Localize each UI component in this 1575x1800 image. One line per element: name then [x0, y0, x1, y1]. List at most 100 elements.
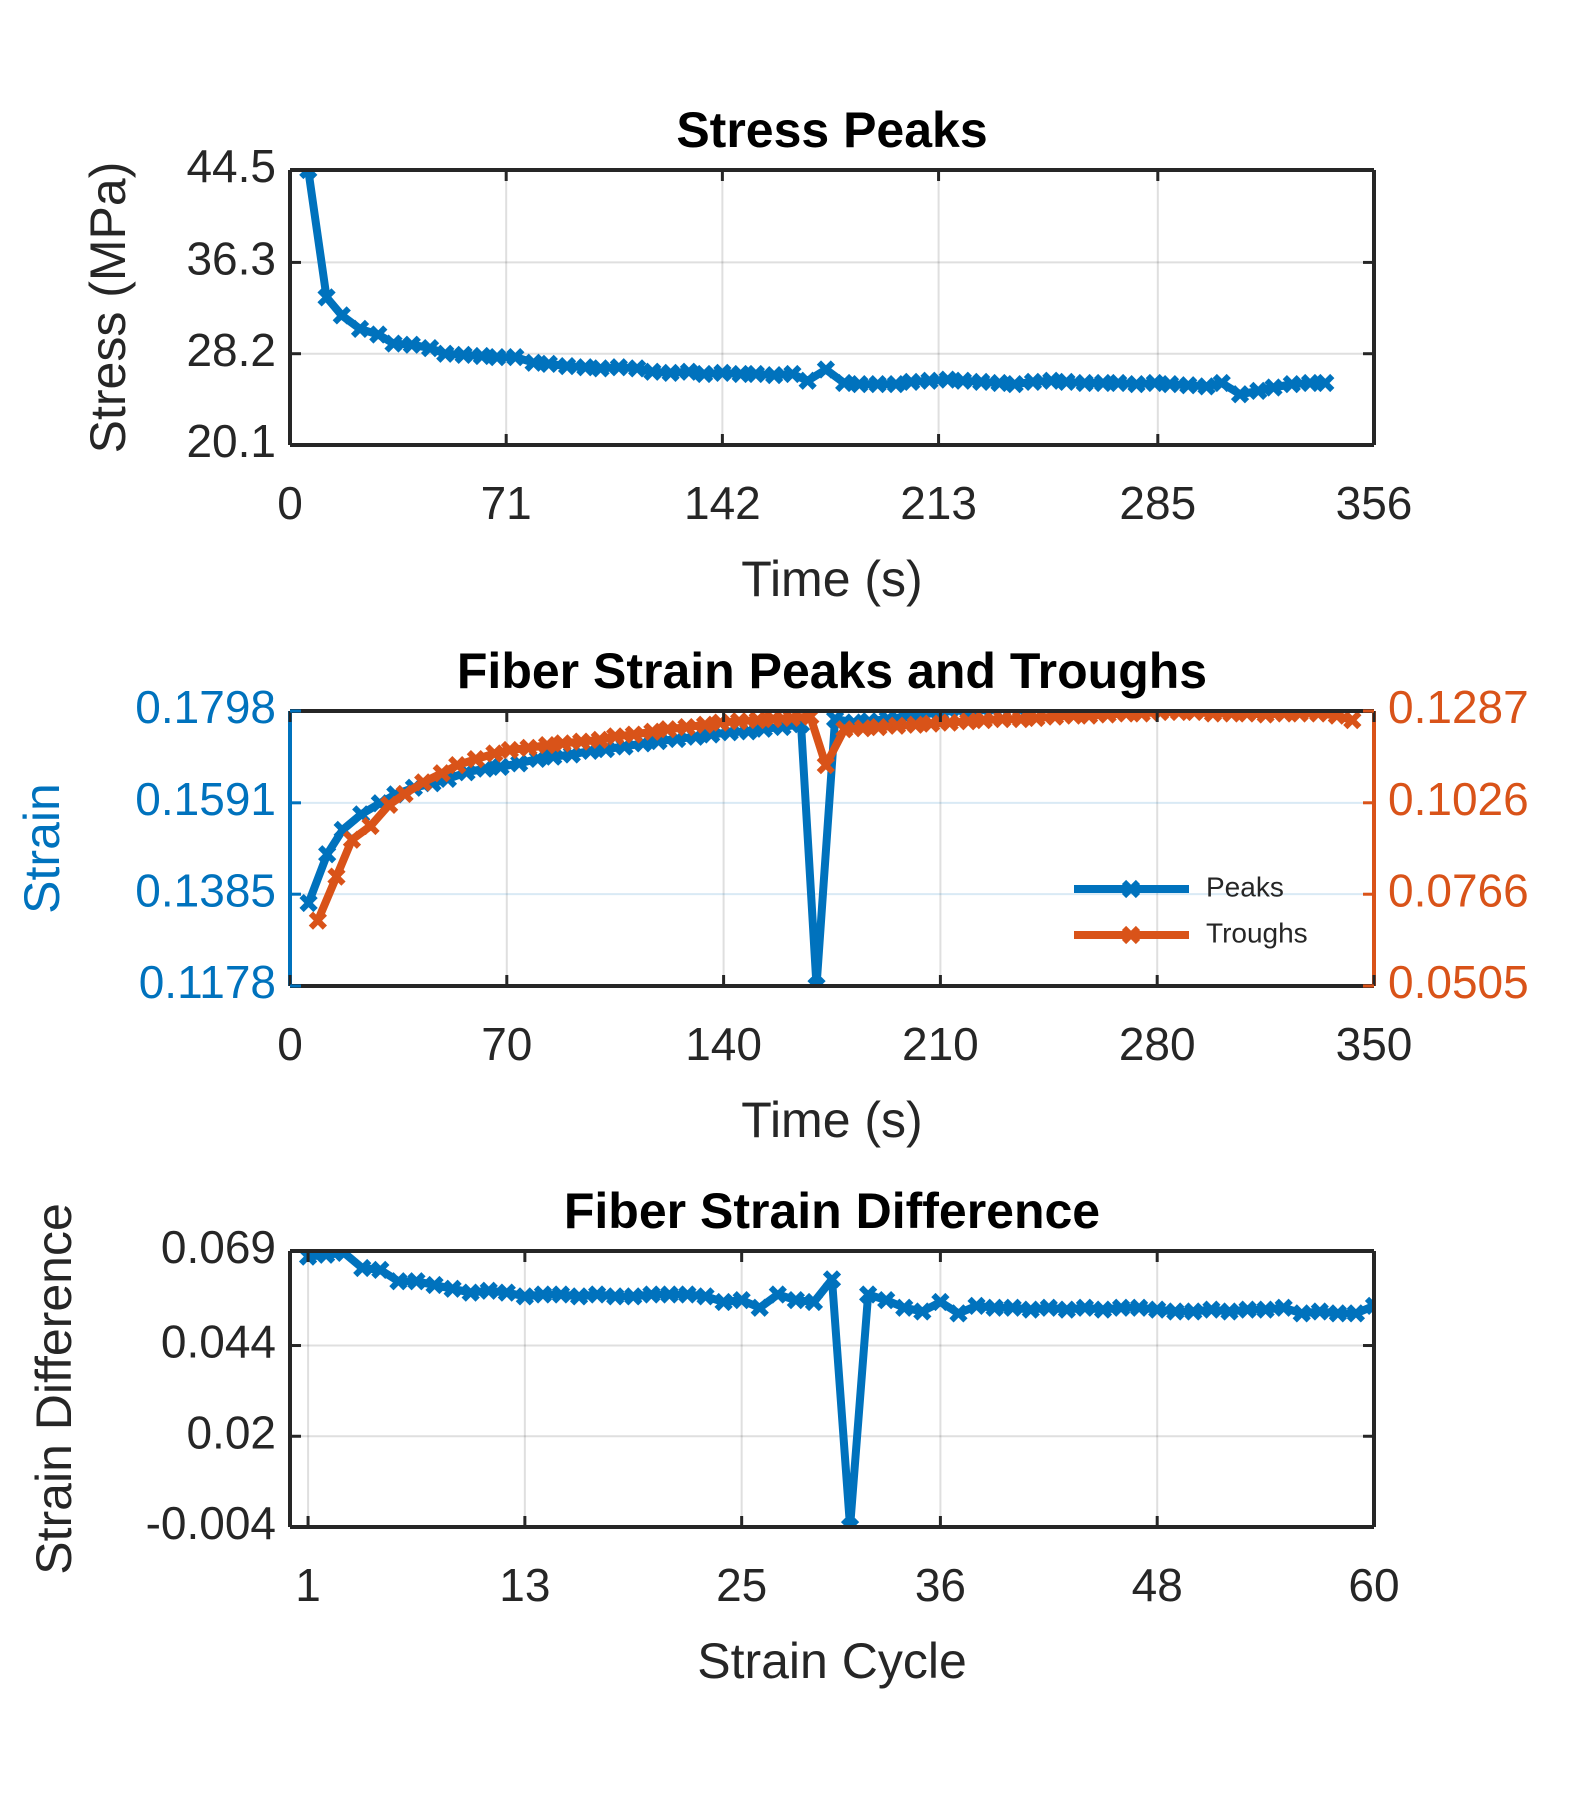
marker: [1249, 381, 1268, 401]
legend-label: Troughs: [1206, 917, 1308, 948]
marker: [361, 816, 380, 836]
y-tick-label: 0.1798: [135, 681, 276, 733]
marker: [853, 719, 873, 738]
marker: [729, 712, 749, 731]
marker: [938, 370, 957, 389]
marker: [384, 334, 403, 353]
marker: [959, 712, 978, 731]
x-tick-label: 60: [1348, 1559, 1399, 1611]
marker: [643, 362, 662, 381]
marker: [1109, 373, 1128, 393]
y-tick-label: 0.02: [186, 1406, 276, 1458]
marker: [868, 375, 887, 394]
marker: [1282, 375, 1301, 394]
marker: [1197, 377, 1216, 396]
marker: [1256, 711, 1275, 724]
marker: [557, 356, 577, 376]
x-tick-label: 1: [295, 1559, 321, 1611]
marker: [1023, 372, 1043, 392]
marker: [660, 1285, 679, 1304]
marker: [590, 730, 609, 749]
legend-marker: [1121, 879, 1141, 899]
marker: [895, 1298, 914, 1317]
marker: [677, 718, 696, 737]
marker: [539, 354, 558, 373]
y2-tick-label: 0.1287: [1388, 681, 1529, 733]
marker: [1346, 1304, 1366, 1323]
marker: [1039, 1298, 1058, 1317]
marker: [658, 720, 677, 739]
marker: [515, 1287, 534, 1306]
marker: [993, 711, 1012, 729]
y-axis-label: Strain: [14, 783, 70, 914]
marker: [1300, 373, 1320, 393]
marker: [1220, 1302, 1239, 1321]
marker: [902, 372, 921, 392]
marker: [332, 306, 351, 325]
legend-label: Peaks: [1206, 871, 1284, 902]
marker: [750, 1298, 769, 1317]
marker: [887, 716, 907, 735]
marker: [1203, 711, 1223, 723]
marker: [1316, 373, 1335, 393]
marker: [711, 713, 730, 732]
marker: [1117, 711, 1136, 723]
marker: [731, 364, 750, 384]
marker: [1275, 711, 1294, 723]
marker: [906, 715, 925, 734]
marker: [519, 738, 538, 758]
marker: [1310, 1302, 1329, 1321]
marker: [1237, 711, 1257, 723]
marker: [1003, 1298, 1022, 1317]
x-tick-label: 142: [684, 477, 761, 529]
marker: [425, 1275, 444, 1295]
marker: [414, 773, 433, 792]
marker: [487, 347, 507, 367]
marker: [432, 764, 451, 783]
marker: [696, 1287, 715, 1306]
marker: [524, 353, 543, 372]
marker: [624, 1287, 643, 1306]
marker: [1021, 1300, 1040, 1319]
y-tick-label: 0.069: [161, 1221, 276, 1273]
marker: [920, 371, 939, 390]
marker: [1005, 375, 1024, 394]
marker: [859, 1285, 878, 1304]
marker: [840, 1517, 860, 1527]
marker: [624, 725, 643, 744]
marker: [714, 1292, 733, 1312]
x-tick-label: 280: [1119, 1018, 1196, 1070]
marker: [913, 1302, 932, 1321]
marker: [643, 722, 662, 741]
marker: [990, 373, 1009, 393]
x-tick-label: 140: [685, 1018, 762, 1070]
marker: [1343, 711, 1362, 730]
y-tick-label: 20.1: [186, 415, 276, 467]
x-tick-label: 71: [481, 477, 532, 529]
marker: [395, 784, 414, 804]
marker: [1064, 711, 1083, 725]
marker: [1230, 385, 1250, 404]
y-tick-label: 36.3: [186, 233, 276, 285]
marker: [371, 1260, 390, 1280]
marker: [448, 756, 467, 775]
marker: [572, 732, 591, 751]
marker: [1364, 1296, 1374, 1315]
marker: [537, 735, 557, 755]
marker: [591, 359, 610, 378]
marker: [921, 714, 941, 733]
marker: [786, 1291, 805, 1310]
marker: [369, 325, 388, 344]
x-tick-label: 70: [481, 1018, 532, 1070]
marker: [1145, 373, 1164, 393]
marker: [967, 1296, 986, 1315]
marker: [454, 345, 473, 364]
marker: [491, 757, 510, 777]
y2-tick-label: 0.1026: [1388, 773, 1529, 825]
marker: [389, 1272, 408, 1291]
y-tick-label: -0.004: [146, 1497, 276, 1549]
marker: [816, 756, 835, 775]
marker: [1238, 1300, 1257, 1319]
